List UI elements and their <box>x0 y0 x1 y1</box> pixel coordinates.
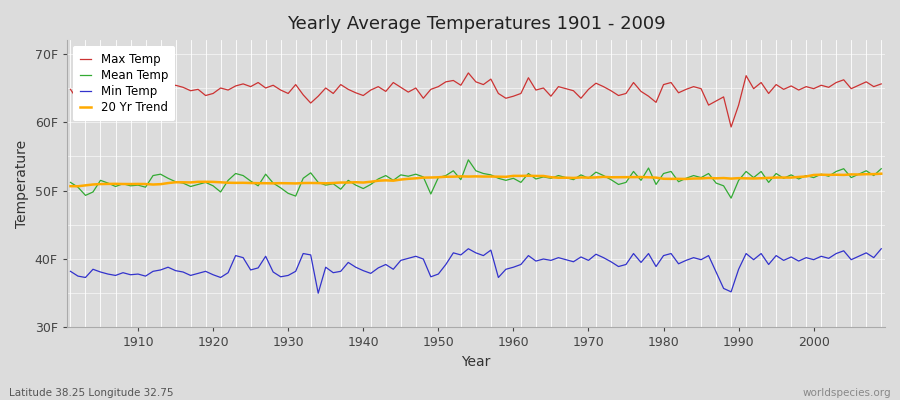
Min Temp <box>876 246 886 251</box>
Min Temp <box>613 264 624 269</box>
Line: Mean Temp: Mean Temp <box>70 160 881 198</box>
Min Temp <box>65 269 76 274</box>
Mean Temp <box>508 176 518 181</box>
Text: worldspecies.org: worldspecies.org <box>803 388 891 398</box>
Max Temp <box>508 94 518 99</box>
X-axis label: Year: Year <box>461 355 491 369</box>
Mean Temp <box>463 158 473 162</box>
Max Temp <box>516 91 526 96</box>
Line: Min Temp: Min Temp <box>70 249 881 293</box>
Min Temp <box>343 260 354 265</box>
20 Yr Trend <box>132 182 143 186</box>
Min Temp <box>125 272 136 277</box>
20 Yr Trend <box>343 180 354 185</box>
Max Temp <box>725 124 736 129</box>
Legend: Max Temp, Mean Temp, Min Temp, 20 Yr Trend: Max Temp, Mean Temp, Min Temp, 20 Yr Tre… <box>73 46 176 121</box>
Mean Temp <box>725 196 736 200</box>
Mean Temp <box>606 177 616 182</box>
Mean Temp <box>336 187 346 192</box>
Min Temp <box>516 262 526 267</box>
Max Temp <box>876 82 886 86</box>
20 Yr Trend <box>73 184 84 189</box>
20 Yr Trend <box>516 174 526 178</box>
20 Yr Trend <box>606 175 616 180</box>
Mean Temp <box>516 180 526 185</box>
Min Temp <box>463 246 473 251</box>
Max Temp <box>291 82 302 87</box>
Min Temp <box>313 291 324 296</box>
Max Temp <box>606 88 616 93</box>
Min Temp <box>523 253 534 258</box>
Line: 20 Yr Trend: 20 Yr Trend <box>70 174 881 186</box>
Text: Latitude 38.25 Longitude 32.75: Latitude 38.25 Longitude 32.75 <box>9 388 174 398</box>
Max Temp <box>336 82 346 87</box>
Line: Max Temp: Max Temp <box>70 73 881 127</box>
Mean Temp <box>876 166 886 171</box>
20 Yr Trend <box>876 171 886 176</box>
20 Yr Trend <box>508 174 518 178</box>
Y-axis label: Temperature: Temperature <box>15 140 29 228</box>
20 Yr Trend <box>65 184 76 188</box>
Min Temp <box>291 269 302 274</box>
Mean Temp <box>125 184 136 188</box>
Title: Yearly Average Temperatures 1901 - 2009: Yearly Average Temperatures 1901 - 2009 <box>286 15 665 33</box>
Mean Temp <box>291 194 302 198</box>
Max Temp <box>125 84 136 89</box>
20 Yr Trend <box>298 181 309 186</box>
Max Temp <box>65 87 76 92</box>
Mean Temp <box>65 180 76 185</box>
Max Temp <box>463 70 473 75</box>
